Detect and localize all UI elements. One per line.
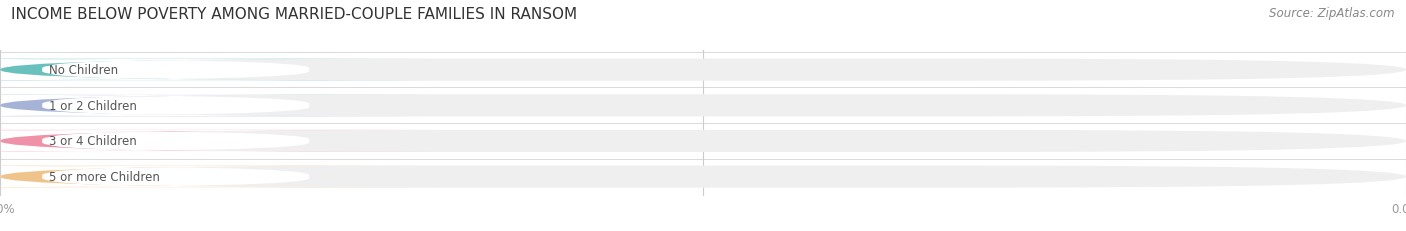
FancyBboxPatch shape	[0, 59, 1406, 81]
Text: 5 or more Children: 5 or more Children	[49, 170, 160, 183]
FancyBboxPatch shape	[0, 59, 413, 81]
FancyBboxPatch shape	[0, 131, 413, 152]
FancyBboxPatch shape	[0, 59, 354, 81]
FancyBboxPatch shape	[0, 166, 413, 188]
FancyBboxPatch shape	[0, 166, 1406, 188]
Text: INCOME BELOW POVERTY AMONG MARRIED-COUPLE FAMILIES IN RANSOM: INCOME BELOW POVERTY AMONG MARRIED-COUPL…	[11, 7, 578, 22]
FancyBboxPatch shape	[0, 166, 354, 188]
Text: 0.0%: 0.0%	[271, 172, 302, 182]
FancyBboxPatch shape	[0, 95, 354, 117]
FancyBboxPatch shape	[0, 166, 436, 188]
FancyBboxPatch shape	[0, 130, 1406, 152]
FancyBboxPatch shape	[0, 95, 1406, 117]
FancyBboxPatch shape	[0, 95, 436, 117]
Text: 3 or 4 Children: 3 or 4 Children	[49, 135, 136, 148]
Text: Source: ZipAtlas.com: Source: ZipAtlas.com	[1270, 7, 1395, 20]
Text: No Children: No Children	[49, 64, 118, 77]
Text: 0.0%: 0.0%	[271, 136, 302, 146]
FancyBboxPatch shape	[0, 131, 354, 152]
Text: 1 or 2 Children: 1 or 2 Children	[49, 99, 136, 112]
FancyBboxPatch shape	[0, 59, 436, 81]
FancyBboxPatch shape	[0, 130, 436, 152]
Text: 0.0%: 0.0%	[271, 65, 302, 75]
Text: 0.0%: 0.0%	[271, 101, 302, 111]
FancyBboxPatch shape	[0, 95, 413, 117]
